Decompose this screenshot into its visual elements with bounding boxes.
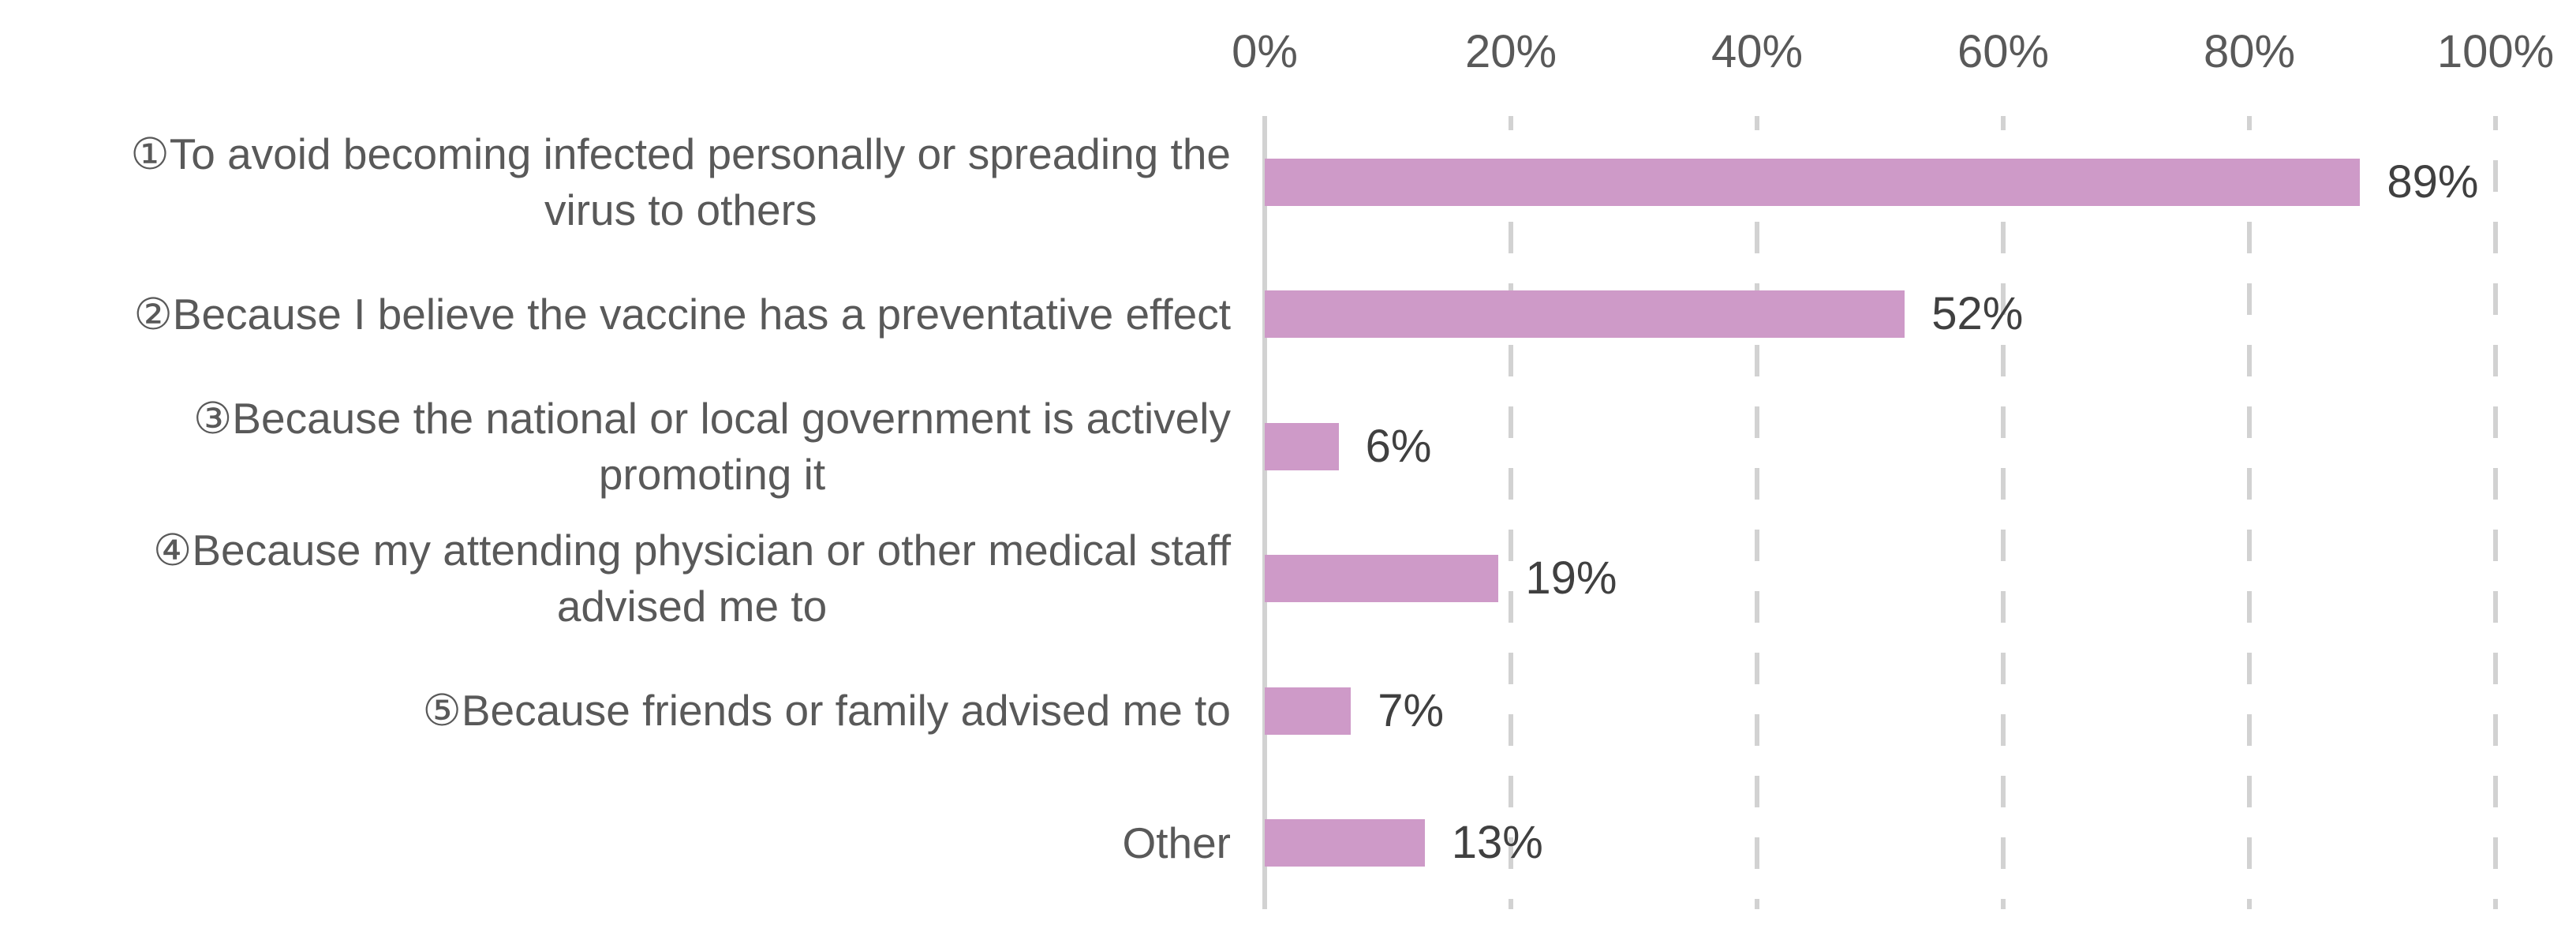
- gridline: [2247, 116, 2252, 909]
- category-row: ①To avoid becoming infected personally o…: [0, 116, 1231, 249]
- x-axis-tick-label: 100%: [2436, 26, 2555, 77]
- x-axis-tick-label: 20%: [1464, 26, 1557, 77]
- axis-line: [1262, 116, 1267, 909]
- bar: [1265, 687, 1352, 735]
- gridline: [1755, 116, 1759, 909]
- category-label: ①To avoid becoming infected personally o…: [130, 129, 1231, 234]
- value-label: 89%: [2387, 155, 2479, 208]
- bar-row: 6%: [1265, 380, 2496, 513]
- category-row: ②Because I believe the vaccine has a pre…: [0, 249, 1231, 381]
- value-label: 19%: [1525, 552, 1617, 605]
- bar: [1265, 158, 2361, 206]
- bar-row: 19%: [1265, 513, 2496, 646]
- gridline: [1509, 116, 1513, 909]
- plot-area: 89% 52% 6% 19% 7% 13%: [1262, 116, 2498, 910]
- value-label: 7%: [1378, 684, 1445, 736]
- bar: [1265, 819, 1425, 867]
- category-label: ④Because my attending physician or other…: [153, 526, 1231, 631]
- x-axis-tick-label: 60%: [1957, 26, 2050, 77]
- category-label: ②Because I believe the vaccine has a pre…: [133, 289, 1231, 339]
- category-label: Other: [1122, 818, 1231, 867]
- bar-row: 13%: [1265, 777, 2496, 910]
- bar: [1265, 555, 1499, 603]
- x-axis-tick-label: 40%: [1710, 26, 1804, 77]
- value-label: 6%: [1365, 420, 1432, 472]
- category-row: ③Because the national or local governmen…: [0, 380, 1231, 513]
- category-label: ⑤Because friends or family advised me to: [422, 686, 1231, 736]
- x-axis-tick-label: 0%: [1232, 26, 1298, 77]
- gridline: [2493, 116, 2498, 909]
- bar: [1265, 422, 1339, 470]
- x-axis-tick-label: 80%: [2203, 26, 2296, 77]
- value-label: 13%: [1451, 817, 1543, 869]
- category-row: ⑤Because friends or family advised me to: [0, 645, 1231, 777]
- bar-row: 52%: [1265, 249, 2496, 381]
- bar: [1265, 290, 1905, 339]
- category-label: ③Because the national or local governmen…: [193, 393, 1231, 499]
- bar-row: 89%: [1265, 116, 2496, 249]
- bar-row: 7%: [1265, 645, 2496, 777]
- category-labels: ①To avoid becoming infected personally o…: [0, 116, 1231, 909]
- category-row: ④Because my attending physician or other…: [0, 513, 1231, 646]
- category-row: Other: [0, 777, 1231, 910]
- value-label: 52%: [1931, 288, 2024, 340]
- gridline: [2001, 116, 2006, 909]
